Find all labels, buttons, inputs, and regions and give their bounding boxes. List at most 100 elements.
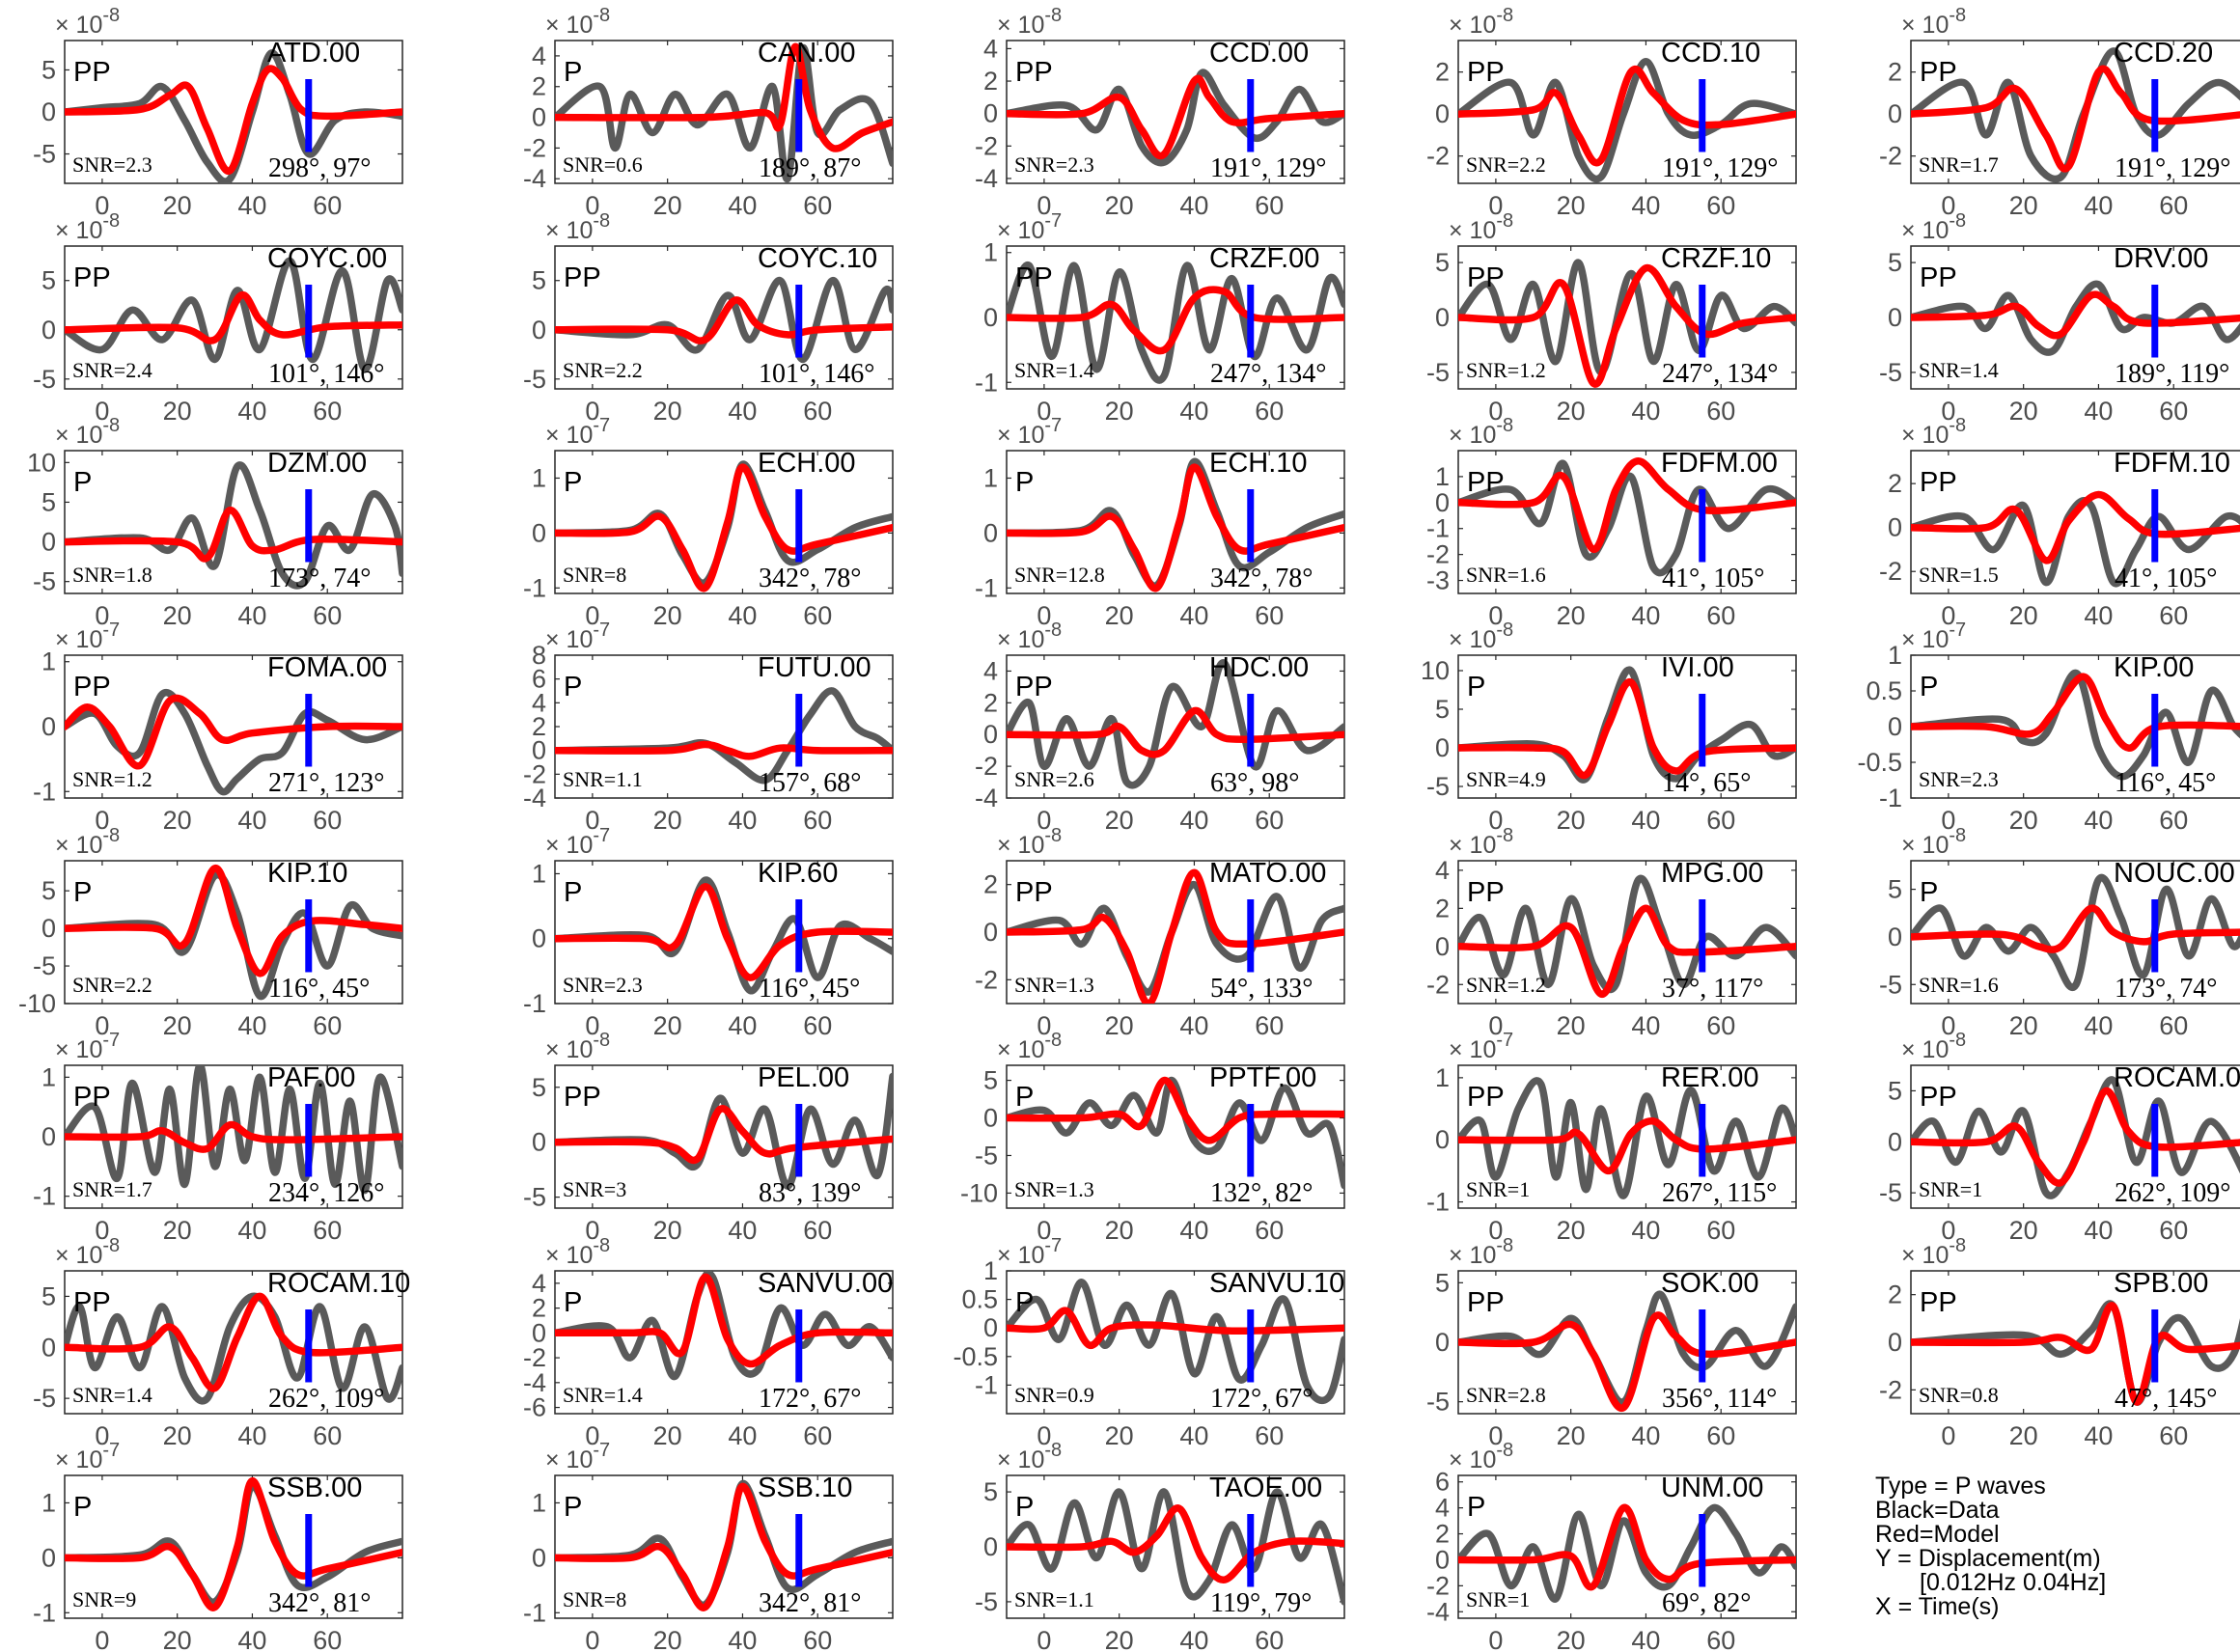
x-tick-label: 60: [1255, 806, 1284, 835]
y-tick-label: 0.5: [1866, 676, 1902, 705]
x-tick-label: 40: [237, 191, 266, 220]
y-tick-label: 2: [1435, 1520, 1450, 1549]
y-tick-label: 0: [983, 918, 998, 947]
x-tick-label: 60: [313, 1216, 342, 1245]
x-tick-label: 20: [163, 1011, 192, 1040]
x-tick-label: 60: [1255, 1216, 1284, 1245]
y-exponent-value: -8: [593, 1030, 610, 1051]
phase-label: P: [564, 877, 582, 908]
azimuth-distance-label: 172°, 67°: [1210, 1384, 1313, 1414]
y-tick-label: 0: [41, 97, 56, 126]
y-tick-label: 2: [532, 712, 546, 741]
y-tick-label: 5: [1435, 1268, 1450, 1297]
x-tick-label: 60: [2159, 397, 2188, 426]
x-tick-label: 60: [1706, 601, 1735, 630]
model-trace: [1911, 1302, 2240, 1406]
station-label: CRZF.00: [1209, 243, 1319, 274]
station-label: KIP.60: [758, 858, 838, 889]
y-exponent-label: × 10-8: [997, 1030, 1062, 1063]
snr-label: SNR=2.3: [563, 973, 643, 997]
data-trace: [1007, 69, 1344, 167]
y-exponent-value: -7: [593, 825, 610, 846]
y-exponent-label: × 10-7: [55, 1440, 120, 1473]
model-trace: [1911, 673, 2240, 752]
x-tick-label: 20: [1557, 1421, 1586, 1450]
snr-label: SNR=12.8: [1014, 563, 1105, 587]
azimuth-distance-label: 342°, 78°: [1210, 564, 1313, 593]
phase-label: PP: [1467, 262, 1505, 293]
y-tick-label: 0: [1435, 488, 1450, 517]
y-tick-label: 2: [1435, 894, 1450, 922]
y-tick-label: 5: [1435, 695, 1450, 724]
snr-label: SNR=1.7: [72, 1177, 152, 1201]
azimuth-distance-label: 173°, 74°: [2115, 974, 2217, 1004]
x-tick-label: 40: [728, 1626, 757, 1652]
phase-label: PP: [1920, 262, 1957, 293]
x-tick-label: 0: [95, 1626, 109, 1652]
azimuth-distance-label: 342°, 78°: [759, 564, 861, 593]
y-tick-label: 5: [1435, 248, 1450, 277]
y-tick-label: 10: [1421, 656, 1450, 685]
x-tick-label: 20: [653, 191, 682, 220]
x-tick-label: 60: [1255, 601, 1284, 630]
y-exponent-label: × 10-8: [55, 825, 120, 859]
panel-axes: [1006, 1064, 1345, 1209]
x-tick-label: 0: [585, 397, 599, 426]
x-tick-label: 0: [1037, 397, 1051, 426]
station-panel: 0 20 40 60 -2 0 2 × 10-8 PP CCD.10 SNR=2.2 191°, 12…: [1426, 5, 1797, 220]
panel-axes: [1910, 450, 2240, 594]
model-trace: [1458, 1117, 1796, 1175]
y-exponent-label: × 10-8: [1449, 825, 1513, 859]
x-tick-label: 60: [803, 397, 832, 426]
x-tick-label: 40: [237, 1421, 266, 1450]
x-tick-label: 20: [1105, 601, 1134, 630]
y-tick-label: -1: [33, 777, 56, 806]
data-trace: [1458, 459, 1796, 577]
panel-axes: [64, 245, 403, 390]
data-trace: [65, 1482, 402, 1606]
x-tick-label: 20: [1557, 1626, 1586, 1652]
snr-label: SNR=2.2: [563, 358, 643, 382]
azimuth-distance-label: 132°, 82°: [1210, 1178, 1313, 1208]
x-tick-label: 40: [1179, 191, 1208, 220]
model-trace: [555, 296, 893, 344]
x-tick-label: 40: [1179, 1216, 1208, 1245]
y-exponent-value: -7: [1044, 415, 1062, 436]
y-tick-label: -5: [33, 951, 56, 980]
azimuth-distance-label: 116°, 45°: [759, 974, 860, 1004]
snr-label: SNR=1.6: [1466, 563, 1546, 587]
x-tick-label: 40: [728, 191, 757, 220]
y-exponent-label: × 10-8: [55, 210, 120, 244]
x-tick-label: 0: [95, 806, 109, 835]
y-exponent-value: -8: [1949, 825, 1966, 846]
x-tick-label: 40: [1631, 397, 1660, 426]
y-tick-label: 1: [1435, 1063, 1450, 1092]
x-tick-label: 20: [1557, 191, 1586, 220]
azimuth-distance-label: 69°, 82°: [1662, 1588, 1751, 1618]
x-tick-label: 20: [1105, 1216, 1134, 1245]
y-tick-label: 1: [532, 859, 546, 888]
y-tick-label: 0: [1435, 733, 1450, 762]
azimuth-distance-label: 37°, 117°: [1662, 974, 1763, 1004]
y-tick-label: 2: [1888, 58, 1902, 87]
x-tick-label: 40: [1631, 1216, 1660, 1245]
station-label: RER.00: [1661, 1062, 1759, 1093]
y-tick-label: 0: [1888, 1127, 1902, 1156]
phase-label: PP: [73, 1082, 111, 1113]
y-exponent-value: -8: [1496, 825, 1513, 846]
data-trace: [1007, 1488, 1344, 1606]
y-tick-label: 2: [532, 72, 546, 101]
model-trace: [555, 740, 893, 760]
panel-axes: [1457, 654, 1797, 799]
x-tick-label: 40: [1179, 1011, 1208, 1040]
y-tick-label: 2: [1888, 469, 1902, 498]
x-tick-label: 60: [1706, 806, 1735, 835]
y-exponent-label: × 10-7: [997, 210, 1062, 244]
x-tick-label: 20: [653, 1421, 682, 1450]
model-trace: [555, 42, 893, 152]
y-tick-label: -1: [1426, 514, 1450, 543]
azimuth-distance-label: 157°, 68°: [759, 768, 861, 798]
x-tick-label: 0: [1941, 191, 1955, 220]
y-exponent-value: -7: [593, 620, 610, 641]
